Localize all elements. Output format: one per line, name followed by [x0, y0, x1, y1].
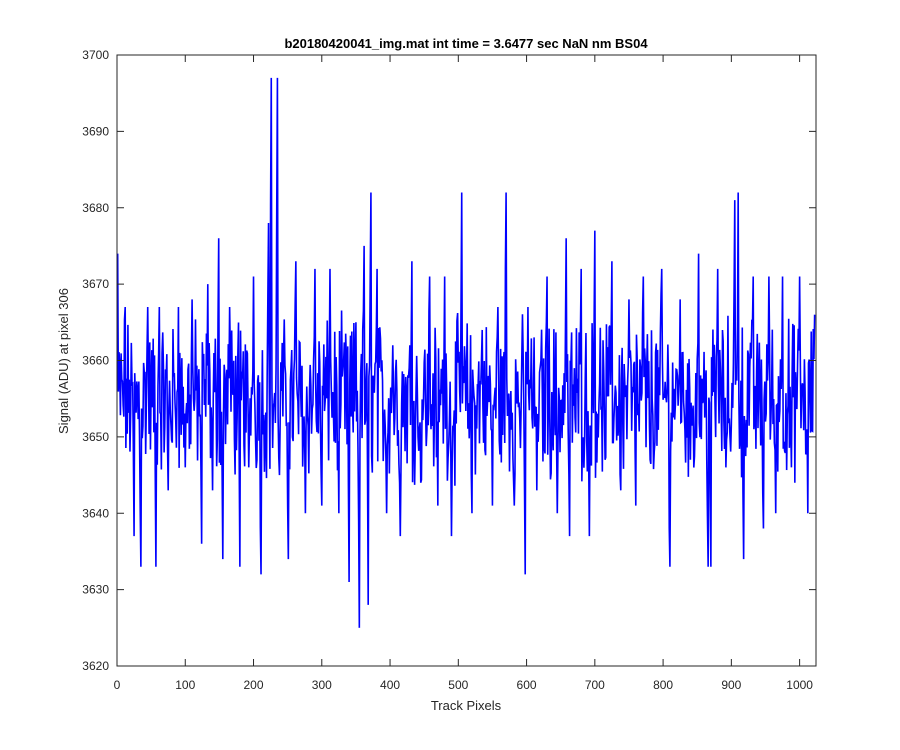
- x-tick-label: 700: [585, 678, 605, 692]
- x-tick-label: 1000: [786, 678, 813, 692]
- series-line-0: [116, 77, 816, 628]
- x-tick-label: 300: [312, 678, 332, 692]
- x-axis-label: Track Pixels: [431, 698, 502, 713]
- y-tick-label: 3660: [82, 354, 109, 368]
- x-tick-label: 100: [175, 678, 195, 692]
- x-tick-label: 600: [517, 678, 537, 692]
- y-tick-label: 3630: [82, 583, 109, 597]
- y-tick-label: 3620: [82, 659, 109, 673]
- y-tick-label: 3650: [82, 430, 109, 444]
- y-tick-label: 3670: [82, 277, 109, 291]
- chart-title: b20180420041_img.mat int time = 3.6477 s…: [284, 36, 648, 51]
- y-tick-label: 3690: [82, 124, 109, 138]
- x-tick-label: 900: [721, 678, 741, 692]
- x-tick-label: 500: [448, 678, 468, 692]
- x-tick-label: 0: [114, 678, 121, 692]
- y-tick-label: 3680: [82, 201, 109, 215]
- x-tick-label: 400: [380, 678, 400, 692]
- x-axis-ticks: 0 100 200 300 400 500 600 700 800 900 1000: [114, 55, 813, 692]
- y-axis-label: Signal (ADU) at pixel 306: [56, 288, 71, 434]
- plot-area: [116, 54, 817, 667]
- y-tick-label: 3640: [82, 506, 109, 520]
- x-tick-label: 200: [244, 678, 264, 692]
- y-axis-ticks: 3620 3630 3640 3650 3660 3670 3680 3690 3700: [82, 48, 816, 673]
- x-tick-label: 800: [653, 678, 673, 692]
- y-tick-label: 3700: [82, 48, 109, 62]
